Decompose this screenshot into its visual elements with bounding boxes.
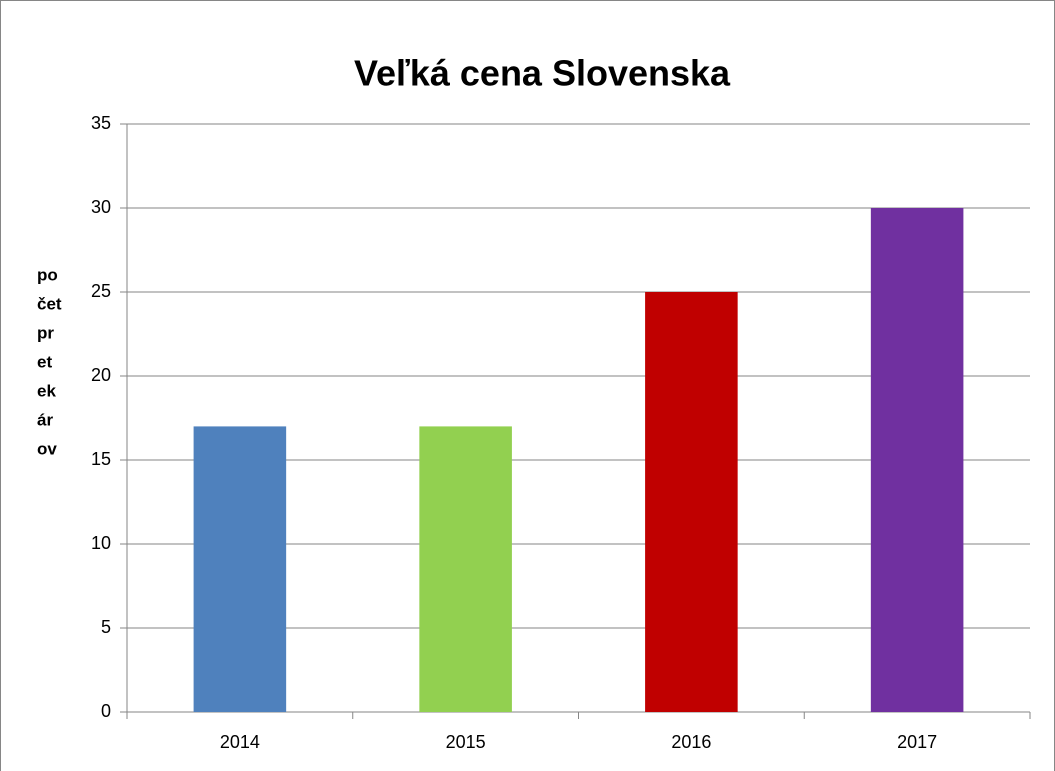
y-tick-label: 20 xyxy=(91,365,111,385)
bar xyxy=(645,292,738,712)
y-tick-label: 5 xyxy=(101,617,111,637)
bar xyxy=(193,426,287,712)
y-tick-label: 30 xyxy=(91,197,111,217)
y-tick-label: 25 xyxy=(91,281,111,301)
y-tick-label: 15 xyxy=(91,449,111,469)
chart-title: Veľká cena Slovenska xyxy=(354,53,731,94)
x-tick-label: 2017 xyxy=(897,732,937,752)
y-axis-label: pr xyxy=(37,323,54,342)
y-tick-label: 0 xyxy=(101,701,111,721)
y-tick-label: 35 xyxy=(91,113,111,133)
y-axis-label: ár xyxy=(37,410,53,429)
y-axis-label: ov xyxy=(37,439,57,458)
y-axis-label: et xyxy=(37,352,52,371)
bar xyxy=(419,426,512,712)
x-tick-label: 2016 xyxy=(671,732,711,752)
bar xyxy=(870,208,964,712)
x-tick-label: 2014 xyxy=(220,732,260,752)
x-tick-label: 2015 xyxy=(446,732,486,752)
y-axis-label: ek xyxy=(37,381,56,400)
y-tick-label: 10 xyxy=(91,533,111,553)
y-axis-label: čet xyxy=(37,294,62,313)
y-axis-label: po xyxy=(37,265,58,284)
